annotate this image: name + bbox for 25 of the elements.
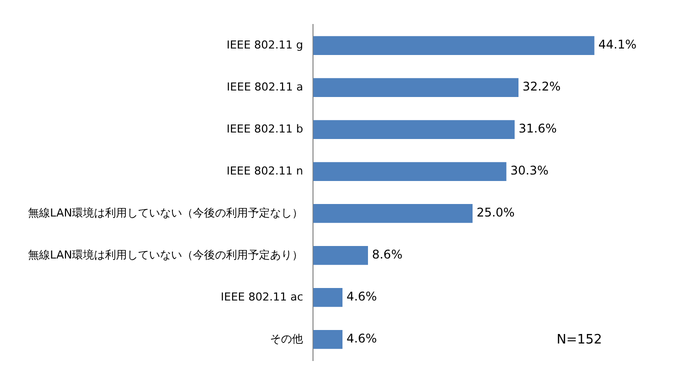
- bar: [313, 204, 473, 223]
- y-tick-label: その他: [270, 332, 304, 346]
- bar: [313, 78, 518, 98]
- bar: [313, 246, 368, 265]
- data-label: 8.6%: [372, 248, 402, 262]
- data-label: 30.3%: [510, 164, 548, 178]
- data-label: 32.2%: [522, 80, 561, 94]
- data-label: 25.0%: [476, 206, 515, 220]
- y-tick-label: IEEE 802.11 g: [226, 38, 304, 52]
- bar: [313, 36, 594, 56]
- y-tick-label: IEEE 802.11 a: [226, 80, 304, 94]
- bar: [313, 162, 506, 181]
- y-tick-label: IEEE 802.11 ac: [220, 290, 304, 304]
- y-tick-label: 無線LAN環境は利用していない（今後の利用予定あり）: [28, 248, 304, 262]
- bar: [313, 288, 342, 307]
- data-label: 44.1%: [598, 38, 636, 52]
- data-label: 31.6%: [518, 122, 557, 136]
- bar: [313, 120, 515, 139]
- data-label: 4.6%: [346, 290, 377, 304]
- annotation: N=152: [556, 332, 602, 348]
- y-tick-label: 無線LAN環境は利用していない（今後の利用予定なし）: [28, 206, 304, 220]
- bar: [313, 330, 342, 349]
- data-label: 4.6%: [346, 332, 377, 346]
- y-tick-label: IEEE 802.11 n: [226, 164, 304, 178]
- y-tick-label: IEEE 802.11 b: [226, 122, 304, 136]
